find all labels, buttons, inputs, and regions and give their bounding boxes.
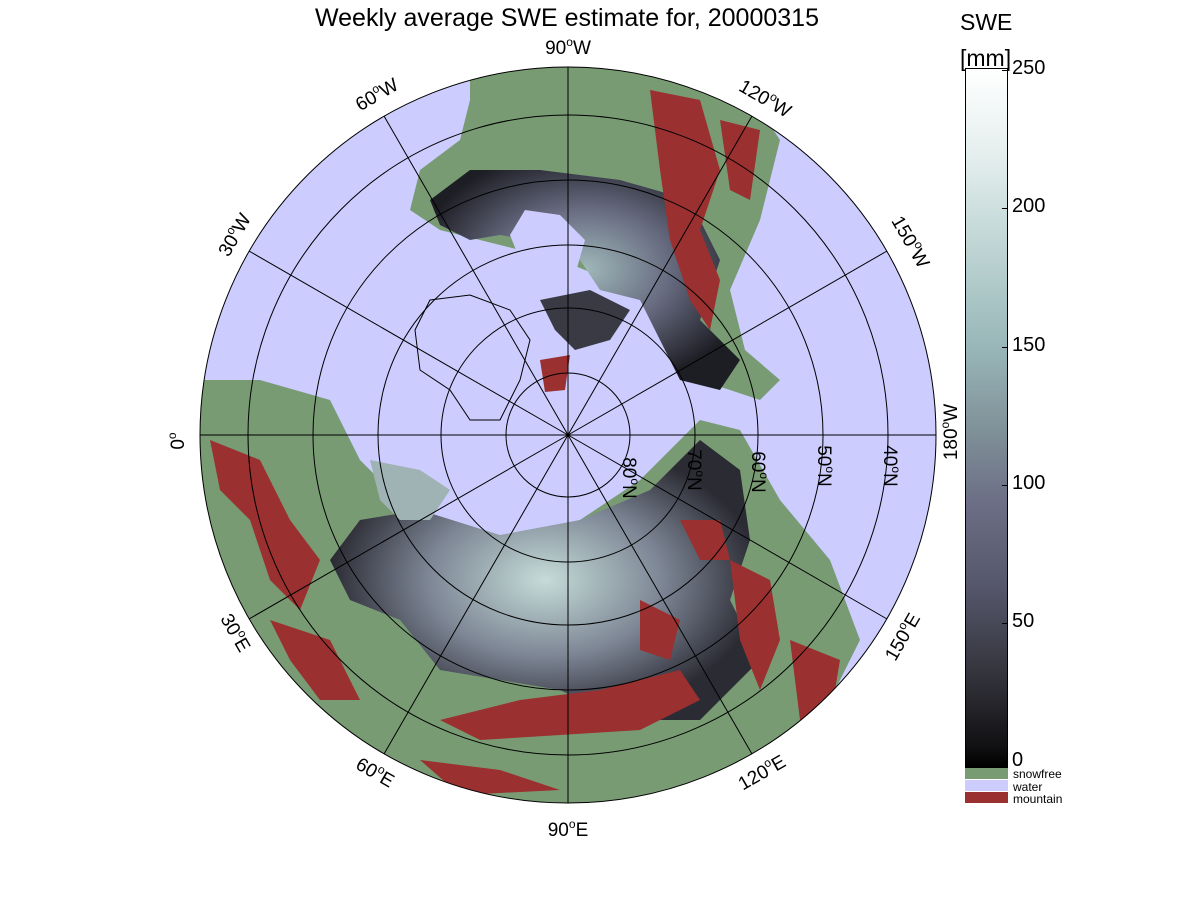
lat-label-80n: 80oN (618, 457, 642, 499)
mountain-regions (210, 90, 840, 795)
map-title: Weekly average SWE estimate for, 2000031… (315, 4, 819, 32)
lon-label-150w: 150oW (887, 211, 936, 272)
hudson-bay (510, 210, 585, 280)
lon-label-60w: 60oW (351, 72, 403, 116)
meridians (200, 67, 936, 803)
arctic-archipelago (540, 290, 630, 350)
legend-label-snowfree: snowfree (1013, 767, 1062, 781)
lon-label-90w: 90oW (545, 35, 591, 59)
legend-label-water: water (1013, 780, 1043, 794)
scandinavia-snow (370, 460, 450, 520)
map-border (199, 66, 937, 804)
legend-swatch-mountain (965, 792, 1008, 803)
north-america-snow (430, 170, 740, 390)
lon-label-180w: 180oW (938, 404, 962, 460)
lat-label-50n: 50oN (813, 445, 837, 487)
lon-label-90e: 90oE (548, 817, 589, 841)
colorbar-title: SWE [mm] (960, 9, 1013, 71)
legend-swatch-snowfree (965, 768, 1008, 779)
greenland-outline (414, 294, 531, 421)
lon-label-0: 0o (165, 432, 189, 450)
legend-swatch-water (965, 780, 1008, 791)
lat-label-70n: 70oN (683, 449, 707, 491)
lat-label-40n: 40oN (879, 445, 903, 487)
map-disc (200, 67, 936, 803)
lat-label-60n: 60oN (747, 451, 771, 493)
colorbar (965, 68, 1008, 768)
legend-label-mountain: mountain (1013, 792, 1063, 806)
